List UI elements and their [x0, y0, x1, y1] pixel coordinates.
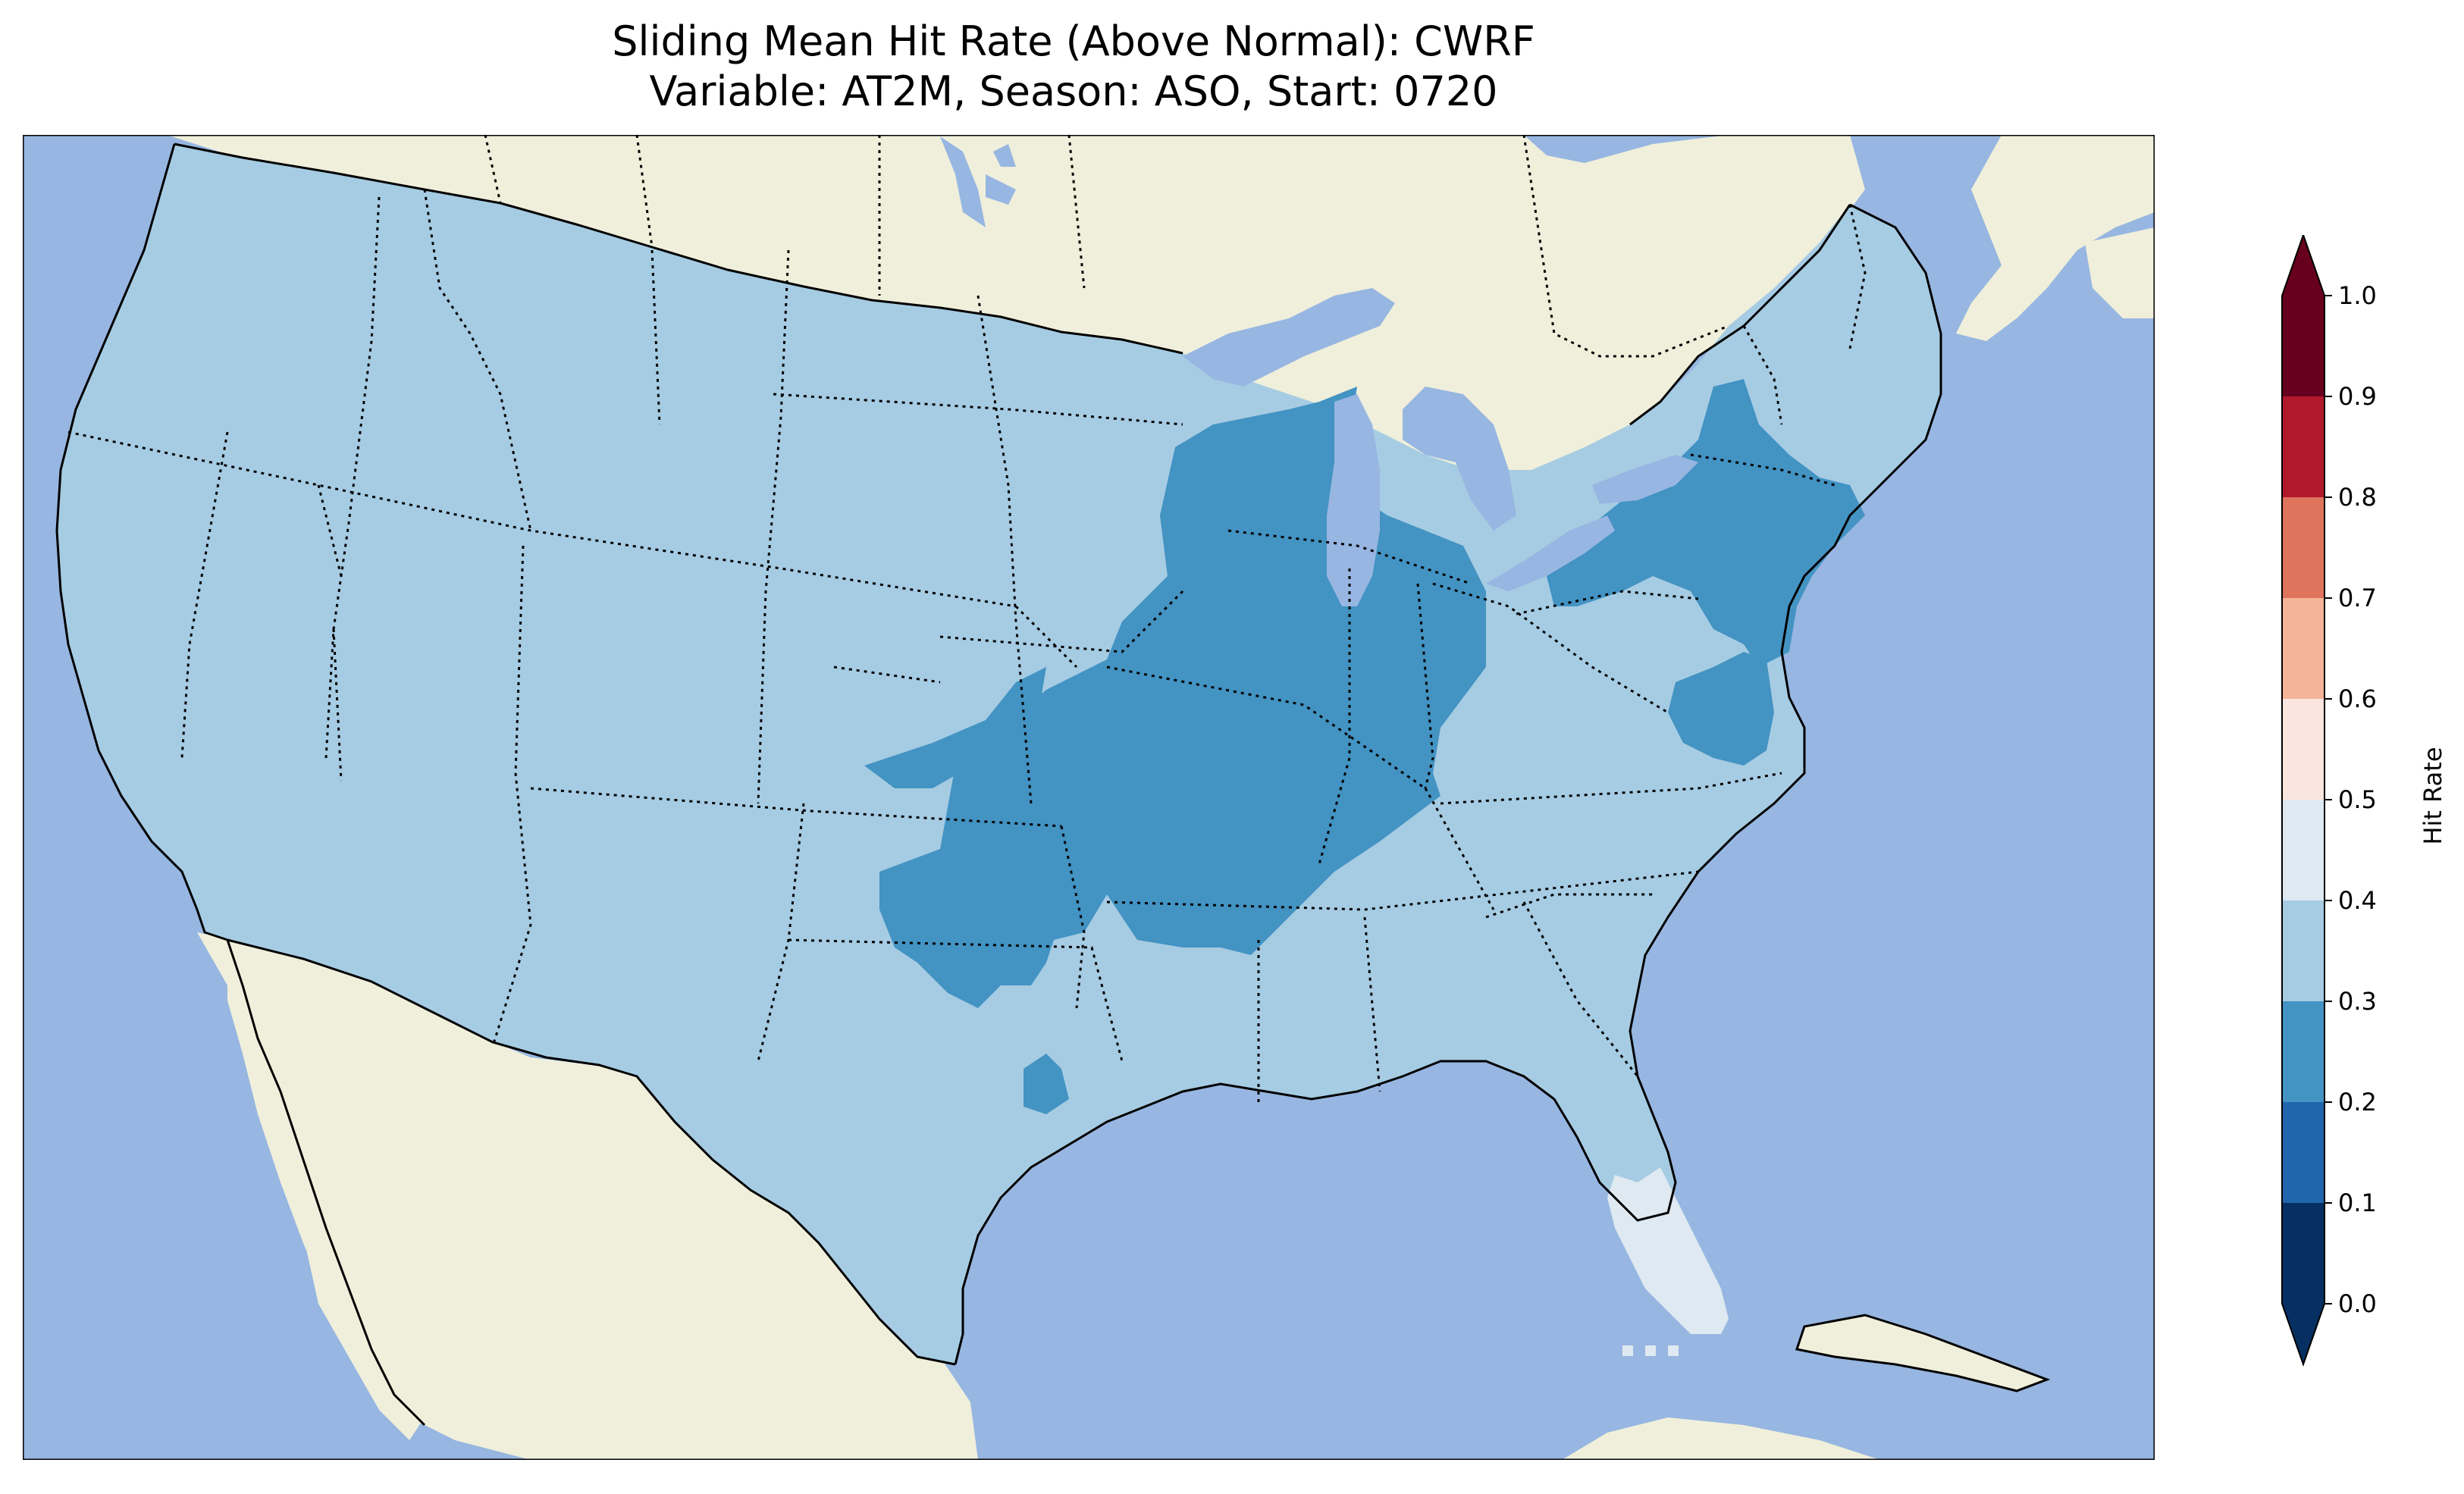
- lake-ontario: [1592, 455, 1698, 504]
- lake-superior: [1183, 288, 1395, 387]
- colorbar-tick-label: 0.2: [2338, 1088, 2377, 1117]
- lake-small-2: [993, 144, 1016, 167]
- title-line-1: Sliding Mean Hit Rate (Above Normal): CW…: [612, 17, 1535, 65]
- newfoundland-land: [2085, 227, 2155, 318]
- chart-title: Sliding Mean Hit Rate (Above Normal): CW…: [0, 17, 2147, 117]
- colorbar-bin: [2282, 1001, 2324, 1102]
- colorbar-tick-label: 0.7: [2338, 584, 2377, 612]
- colorbar-tick-label: 0.3: [2338, 987, 2377, 1016]
- colorbar-tick-label: 0.6: [2338, 684, 2377, 713]
- colorbar-tick-label: 0.5: [2338, 785, 2377, 814]
- coastline-west: [55, 143, 228, 941]
- zone-central-0-2-b: [864, 667, 1046, 788]
- colorbar-tick-label: 0.9: [2338, 382, 2377, 411]
- cuba-land: [1797, 1315, 2047, 1391]
- map-plot: [23, 135, 2155, 1460]
- colorbar-tick-label: 0.0: [2338, 1289, 2377, 1318]
- lake-michigan: [1327, 394, 1380, 606]
- colorbar-bin: [2282, 900, 2324, 1001]
- zone-texas-spot: [1024, 1054, 1069, 1114]
- mexico-land: [197, 932, 978, 1460]
- coastline-cuba: [1795, 1314, 2051, 1392]
- colorbar-bin: [2282, 396, 2324, 497]
- colorbar-bin: [2282, 598, 2324, 699]
- colorbar-tick-label: 0.1: [2338, 1189, 2377, 1217]
- coastline-gulf: [954, 203, 1942, 1365]
- title-line-2: Variable: AT2M, Season: ASO, Start: 0720: [649, 67, 1498, 115]
- florida-keys-pixel-2: [1645, 1345, 1656, 1356]
- colorbar-tick-label: 0.4: [2338, 886, 2377, 915]
- zone-northeast-0-2: [1547, 379, 1865, 667]
- state-borders: [67, 189, 1867, 1107]
- florida-keys-pixel-3: [1668, 1345, 1679, 1356]
- lake-winnipeg: [940, 136, 986, 227]
- colorbar: 0.0 0.1 0.2 0.3 0.4 0.5 0.6 0.7 0.8 0.9 1.0 Hit Ra…: [2281, 235, 2447, 1367]
- lake-huron: [1403, 387, 1516, 531]
- colorbar-extend-low: [2282, 1304, 2324, 1364]
- province-borders: [484, 135, 1729, 358]
- lake-erie: [1486, 515, 1615, 591]
- colorbar-bin: [2282, 800, 2324, 900]
- coastline-baja: [226, 939, 426, 1427]
- colorbar-label: Hit Rate: [2419, 747, 2447, 844]
- border-us-mexico: [227, 938, 956, 1366]
- zone-florida-0-4: [1607, 1167, 1729, 1334]
- colorbar-tick-label: 0.8: [2338, 483, 2377, 512]
- lake-small-1: [986, 174, 1016, 205]
- baja-land: [227, 940, 425, 1440]
- colorbar-bin: [2282, 1102, 2324, 1203]
- colorbar-bin: [2282, 699, 2324, 800]
- colorbar-bin: [2282, 1203, 2324, 1304]
- zone-virginia-0-2: [1668, 652, 1774, 766]
- colorbar-extend-high: [2282, 235, 2324, 296]
- border-us-canada: [174, 143, 1183, 355]
- central-america-land: [1562, 1417, 1880, 1460]
- florida-keys-pixel-1: [1622, 1345, 1633, 1356]
- colorbar-bin: [2282, 296, 2324, 396]
- colorbar-tick-label: 1.0: [2338, 281, 2377, 310]
- colorbar-bin: [2282, 497, 2324, 598]
- maritimes-land: [1956, 135, 2155, 341]
